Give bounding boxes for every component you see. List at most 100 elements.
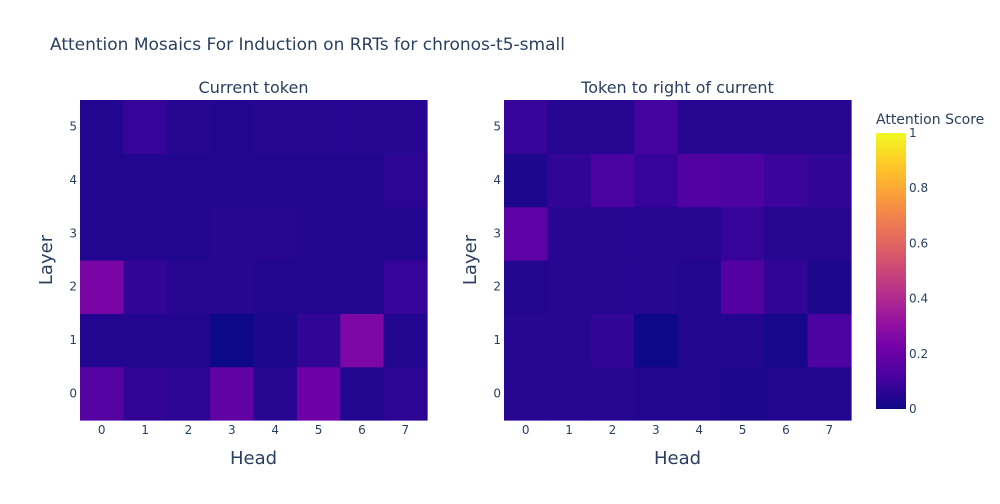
heatmap-cell — [677, 313, 722, 368]
heatmap-cell — [340, 206, 385, 261]
heatmap-cell — [166, 206, 211, 261]
heatmap-cell — [764, 366, 809, 421]
x-tick-label: 5 — [315, 423, 323, 437]
heatmap-cell — [383, 100, 428, 154]
x-axis-label: Head — [230, 448, 277, 469]
x-tick-label: 6 — [782, 423, 790, 437]
heatmap-cell — [764, 260, 809, 314]
heatmap-cell — [677, 260, 722, 314]
heatmap-cell — [123, 313, 168, 368]
heatmap-cell — [504, 260, 548, 314]
y-axis-label: Layer — [36, 234, 57, 285]
heatmap-cell — [590, 366, 635, 421]
colorbar-tick-label: 0.4 — [909, 292, 928, 306]
x-tick-label: 4 — [695, 423, 703, 437]
y-tick-label: 2 — [493, 280, 501, 294]
heatmap-cell — [296, 100, 341, 154]
heatmap-cell — [296, 366, 341, 421]
heatmap-cell — [80, 313, 124, 368]
heatmap-cell — [634, 366, 679, 421]
heatmap-cell — [634, 100, 679, 154]
y-tick-label: 3 — [69, 226, 77, 240]
y-tick-label: 0 — [493, 386, 501, 400]
heatmap-cell — [547, 313, 592, 368]
heatmap-cell — [80, 206, 124, 261]
heatmap-cell — [210, 260, 255, 314]
heatmap-cell — [504, 100, 548, 154]
heatmap-cell — [677, 366, 722, 421]
heatmap-cell — [807, 366, 852, 421]
colorbar-title: Attention Score — [876, 112, 984, 128]
heatmap-cell — [764, 153, 809, 208]
x-tick-label: 7 — [825, 423, 833, 437]
heatmap-cell — [634, 313, 679, 368]
heatmap-cell — [383, 366, 428, 421]
y-tick-label: 1 — [69, 333, 77, 347]
heatmap-cell — [340, 366, 385, 421]
y-tick-label: 4 — [493, 173, 501, 187]
heatmap-cell — [764, 313, 809, 368]
x-tick-label: 0 — [522, 423, 530, 437]
y-tick-label: 5 — [493, 120, 501, 134]
heatmap-cell — [340, 313, 385, 368]
heatmap-cell — [720, 206, 765, 261]
heatmap-cell — [590, 206, 635, 261]
heatmap-cell — [383, 313, 428, 368]
heatmap-cell — [80, 366, 124, 421]
x-tick-label: 5 — [739, 423, 747, 437]
heatmap-cell — [764, 206, 809, 261]
heatmap-cell — [210, 100, 255, 154]
heatmap-cell — [590, 313, 635, 368]
heatmap-cell — [504, 153, 548, 208]
heatmap-cell — [677, 206, 722, 261]
heatmap-cell — [296, 206, 341, 261]
heatmap-cell — [764, 100, 809, 154]
heatmap-cell — [720, 313, 765, 368]
heatmap-cell — [383, 206, 428, 261]
heatmap-cell — [720, 260, 765, 314]
heatmap-cell — [807, 153, 852, 208]
x-tick-label: 7 — [401, 423, 409, 437]
heatmap-cell — [677, 153, 722, 208]
heatmap-cell — [166, 260, 211, 314]
colorbar-tick-label: 0.8 — [909, 181, 928, 195]
heatmap-cell — [590, 260, 635, 314]
y-tick-label: 0 — [69, 386, 77, 400]
heatmap-cell — [504, 366, 548, 421]
subplot-title: Current token — [199, 78, 309, 97]
heatmap-cell — [383, 153, 428, 208]
x-tick-label: 6 — [358, 423, 366, 437]
heatmap-cell — [210, 313, 255, 368]
x-tick-label: 3 — [228, 423, 236, 437]
heatmap-cell — [210, 206, 255, 261]
colorbar-gradient — [876, 133, 906, 409]
colorbar-tick-label: 1 — [909, 126, 917, 140]
heatmap-cell — [807, 260, 852, 314]
y-tick-label: 5 — [69, 120, 77, 134]
heatmap-cell — [547, 100, 592, 154]
heatmap-cell — [807, 100, 852, 154]
heatmap-cell — [504, 206, 548, 261]
x-tick-label: 0 — [98, 423, 106, 437]
y-tick-label: 1 — [493, 333, 501, 347]
heatmap-cell — [383, 260, 428, 314]
y-tick-label: 4 — [69, 173, 77, 187]
x-tick-label: 1 — [141, 423, 149, 437]
x-tick-label: 2 — [609, 423, 617, 437]
heatmap-cell — [634, 260, 679, 314]
heatmap-cell — [123, 153, 168, 208]
heatmap-cell — [253, 260, 298, 314]
heatmap-cell — [210, 366, 255, 421]
colorbar-tick-label: 0.2 — [909, 347, 928, 361]
heatmap-cell — [720, 153, 765, 208]
heatmap-cell — [123, 100, 168, 154]
heatmap-cell — [340, 260, 385, 314]
heatmap-cell — [210, 153, 255, 208]
x-tick-label: 4 — [271, 423, 279, 437]
x-axis-label: Head — [654, 448, 701, 469]
x-tick-label: 3 — [652, 423, 660, 437]
heatmap-cell — [123, 260, 168, 314]
heatmap-cell — [634, 206, 679, 261]
